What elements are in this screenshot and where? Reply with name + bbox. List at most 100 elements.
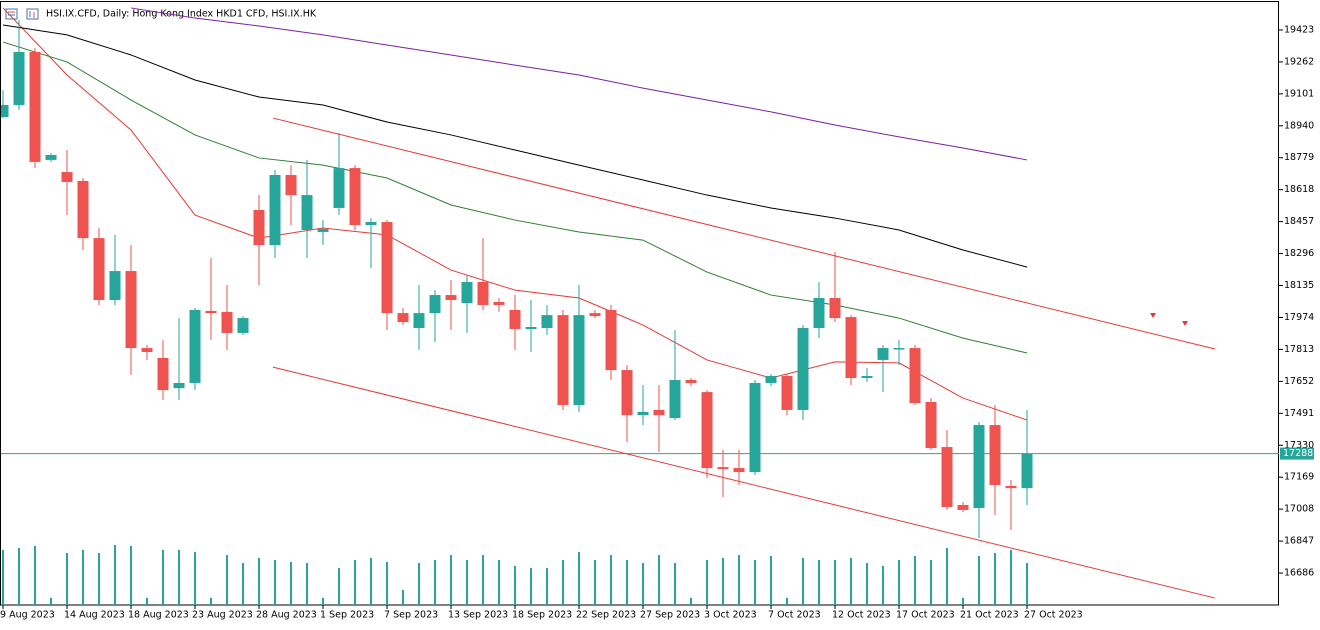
candle-body	[29, 51, 41, 162]
volume-bar	[370, 558, 372, 605]
candle-body	[685, 379, 697, 383]
plot-area	[1, 7, 1279, 605]
candle-body	[813, 298, 825, 328]
volume-bar	[930, 560, 932, 605]
signal-arrow	[1182, 321, 1188, 326]
candle-body	[413, 313, 425, 328]
volume-bar	[770, 556, 772, 605]
candle-body	[301, 195, 313, 230]
volume-bar	[1010, 550, 1012, 605]
x-tick-label: 18 Sep 2023	[512, 610, 572, 621]
candle-body	[717, 467, 729, 470]
moving-average	[2, 41, 1028, 354]
volume-bar	[386, 562, 388, 605]
plot-frame	[0, 1, 1279, 606]
volume-bar	[146, 598, 148, 605]
candle-body	[253, 209, 265, 246]
volume-bar	[610, 555, 612, 605]
candle-body	[877, 348, 889, 360]
volume-bar	[498, 560, 500, 605]
volume-bar	[722, 558, 724, 605]
y-tick-label: 16847	[1284, 536, 1314, 547]
x-tick-label: 21 Oct 2023	[960, 610, 1019, 621]
volume-bar	[434, 560, 436, 605]
volume-bar	[962, 598, 964, 605]
volume-bar	[898, 560, 900, 605]
volume-bar	[194, 552, 196, 605]
volume-bar	[402, 590, 404, 605]
candle-body	[973, 425, 985, 508]
volume-bar	[866, 563, 868, 605]
volume-bar	[338, 568, 340, 605]
candle-body	[797, 327, 809, 410]
y-tick-label: 19423	[1284, 24, 1314, 35]
volume-bar	[626, 560, 628, 605]
candle-body	[925, 402, 937, 449]
volume-bar	[1026, 563, 1028, 605]
candle-body	[541, 315, 553, 328]
volume-bar	[754, 560, 756, 605]
volume-bar	[130, 546, 132, 605]
volume-bar	[322, 598, 324, 605]
candle-body	[109, 271, 121, 301]
volume-bar	[18, 548, 20, 605]
volume-bar	[530, 568, 532, 605]
signal-arrow	[1150, 313, 1156, 318]
volume-bar	[882, 566, 884, 605]
candle-body	[173, 382, 185, 389]
volume-bar	[66, 553, 68, 605]
candle-body	[477, 281, 489, 305]
volume-bar	[546, 568, 548, 605]
candle-body	[525, 327, 537, 329]
volume-bar	[450, 555, 452, 605]
y-tick-label: 19262	[1284, 56, 1314, 67]
volume-bar	[34, 546, 36, 605]
volume-bar	[978, 556, 980, 605]
volume-bar	[50, 598, 52, 605]
candle-body	[509, 309, 521, 329]
signal-arrows	[1150, 313, 1188, 326]
candle-body	[205, 310, 217, 314]
volume-bar	[946, 548, 948, 605]
candle-body	[829, 298, 841, 319]
candle-body	[333, 168, 345, 208]
y-tick-label: 18296	[1284, 248, 1314, 259]
volume-bar	[802, 558, 804, 605]
candle-body	[93, 238, 105, 301]
candle-body	[61, 172, 73, 182]
volume-bar	[162, 550, 164, 605]
volume-bar	[642, 563, 644, 605]
volume-bar	[290, 562, 292, 605]
x-tick-label: 18 Aug 2023	[128, 610, 189, 621]
candle-body	[381, 222, 393, 314]
candle-body	[573, 315, 585, 405]
candle-body	[285, 175, 297, 196]
volume-bar	[914, 556, 916, 605]
candle-body	[429, 295, 441, 314]
volume-bar	[786, 598, 788, 605]
volume-bar	[690, 598, 692, 605]
candle-body	[733, 468, 745, 473]
candle-body	[557, 315, 569, 405]
x-tick-label: 3 Oct 2023	[704, 610, 757, 621]
x-tick-label: 17 Oct 2023	[896, 610, 955, 621]
volume-bar	[738, 555, 740, 605]
x-tick-label: 12 Oct 2023	[832, 610, 891, 621]
y-tick-label: 17652	[1284, 376, 1314, 387]
volume-bar	[98, 553, 100, 605]
y-tick-label: 18457	[1284, 216, 1314, 227]
x-tick-label: 22 Sep 2023	[576, 610, 636, 621]
candle-body	[941, 447, 953, 507]
candle-body	[125, 271, 137, 349]
volume-bar	[562, 560, 564, 605]
x-tick-label: 7 Sep 2023	[384, 610, 438, 621]
volume-bar	[82, 550, 84, 605]
candle-body	[157, 357, 169, 391]
candle-body	[765, 376, 777, 383]
y-tick-label: 17813	[1284, 344, 1314, 355]
volume-bar	[274, 560, 276, 605]
title-icon	[5, 8, 39, 20]
candle-body	[397, 313, 409, 323]
candle-body	[77, 180, 89, 239]
